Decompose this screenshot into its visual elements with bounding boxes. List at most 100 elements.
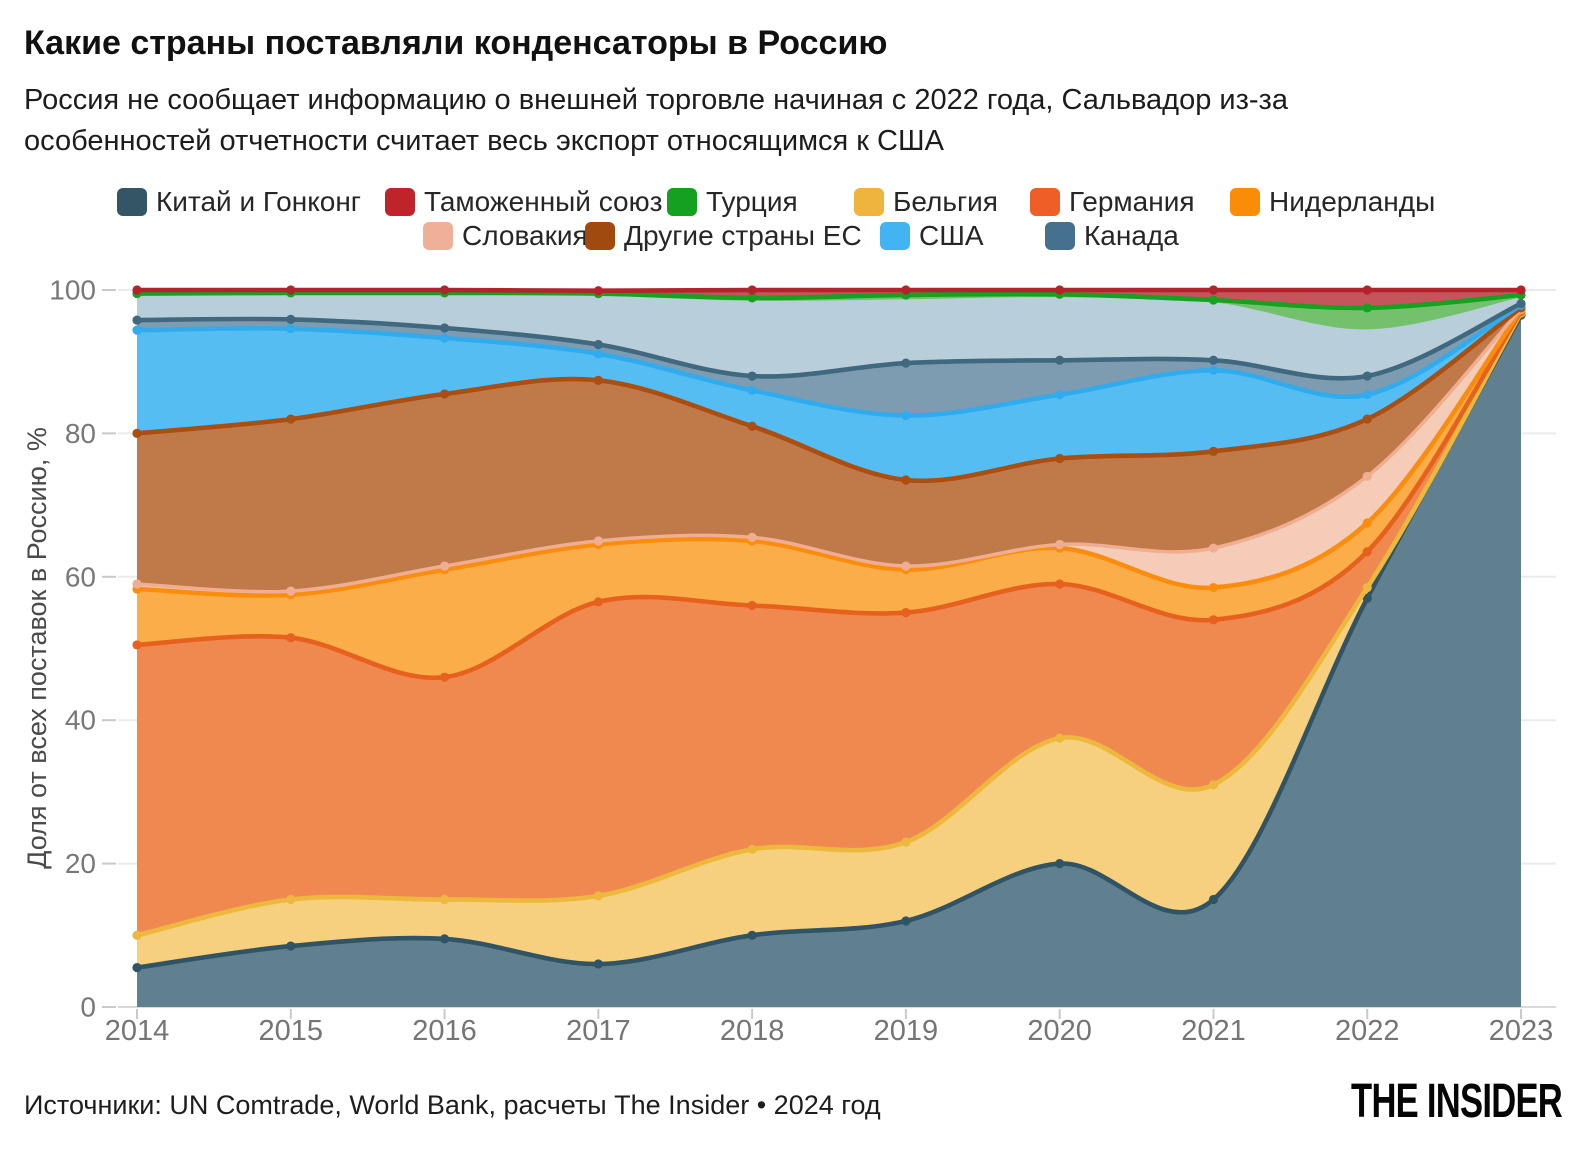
legend-item-label: Канада <box>1084 220 1179 251</box>
legend-item-таможенный-союз: Таможенный союз <box>385 186 662 218</box>
legend-swatch <box>385 188 415 216</box>
marker-slovakia-2014 <box>132 579 142 589</box>
marker-usa-2015 <box>286 324 296 334</box>
y-tick-label-60: 60 <box>65 561 96 592</box>
legend-item-label: Таможенный союз <box>424 186 663 217</box>
marker-china-2020 <box>1055 859 1065 869</box>
marker-canada-2017 <box>593 339 603 350</box>
legend-item-label: Словакия <box>462 220 588 251</box>
legend-item-label: Бельгия <box>893 186 998 217</box>
marker-turkey-2021 <box>1208 295 1219 305</box>
marker-belgium-2021 <box>1208 780 1219 790</box>
legend-item-label: Нидерланды <box>1269 186 1436 217</box>
marker-other_eu-2014 <box>132 428 142 438</box>
x-tick-label-2019: 2019 <box>874 1015 939 1047</box>
legend-item-турция: Турция <box>667 186 798 218</box>
marker-canada-2021 <box>1208 355 1219 365</box>
marker-usa-2021 <box>1208 365 1219 375</box>
marker-other_eu-2016 <box>439 389 450 399</box>
marker-other_eu-2018 <box>747 421 757 431</box>
marker-canada-2018 <box>747 371 757 381</box>
y-tick-label-20: 20 <box>65 848 96 879</box>
area-china <box>137 315 1521 1008</box>
x-tick-label-2016: 2016 <box>412 1015 477 1047</box>
legend-swatch <box>585 222 615 250</box>
line-turkey <box>134 290 1524 311</box>
marker-usa-2018 <box>747 385 757 395</box>
marker-customs_union-2016 <box>439 285 450 295</box>
legend-item-label: Другие страны ЕС <box>624 220 862 251</box>
marker-usa-2016 <box>439 333 450 343</box>
page-subtitle: Россия не сообщает информацию о внешней … <box>24 80 1288 161</box>
brand-logo: THE INSIDER <box>1351 1075 1563 1128</box>
marker-germany-2015 <box>286 633 296 643</box>
legend-swatch <box>1030 188 1060 216</box>
line-slovakia <box>135 307 1523 594</box>
marker-canada-2019 <box>901 358 911 368</box>
x-tick-label-2020: 2020 <box>1027 1015 1092 1047</box>
marker-canada-2014 <box>132 315 142 325</box>
line-customs_union <box>134 287 1524 293</box>
marker-germany-2016 <box>439 672 450 682</box>
marker-usa-2014 <box>132 325 142 335</box>
marker-other_eu-2022 <box>1362 414 1372 424</box>
marker-slovakia-2019 <box>901 561 911 571</box>
x-tick-label-2017: 2017 <box>566 1015 631 1047</box>
marker-canada-2022 <box>1362 371 1372 381</box>
legend-item-китай-и-гонконг: Китай и Гонконг <box>117 186 361 218</box>
line-canada <box>134 301 1524 381</box>
marker-other_eu-2020 <box>1055 453 1065 464</box>
legend-item-другие-страны-ес: Другие страны ЕС <box>585 220 862 252</box>
marker-germany-2021 <box>1208 615 1219 625</box>
marker-china-2016 <box>439 934 450 944</box>
marker-china-2014 <box>132 962 142 973</box>
x-tick-label-2014: 2014 <box>105 1015 170 1047</box>
marker-germany-2018 <box>747 600 757 611</box>
marker-canada-2020 <box>1055 355 1065 365</box>
x-tick-label-2022: 2022 <box>1335 1015 1400 1047</box>
legend-item-нидерланды: Нидерланды <box>1230 186 1435 218</box>
x-tick-label-2015: 2015 <box>259 1015 324 1047</box>
marker-slovakia-2015 <box>286 586 296 596</box>
marker-slovakia-2017 <box>593 536 603 546</box>
legend-item-германия: Германия <box>1030 186 1195 218</box>
legend-swatch <box>880 222 910 250</box>
legend-swatch <box>854 188 884 216</box>
legend-item-label: Германия <box>1069 186 1195 217</box>
footer-source: Источники: UN Comtrade, World Bank, расч… <box>24 1090 881 1120</box>
marker-usa-2017 <box>593 349 603 359</box>
legend-swatch <box>117 188 147 216</box>
marker-belgium-2022 <box>1362 582 1372 593</box>
y-tick-label-80: 80 <box>65 418 96 449</box>
legend-swatch <box>423 222 453 250</box>
marker-turkey-2018 <box>747 293 757 303</box>
marker-customs_union-2014 <box>132 285 142 295</box>
marker-canada-2016 <box>439 323 450 333</box>
marker-customs_union-2017 <box>593 286 603 296</box>
marker-slovakia-2020 <box>1055 539 1065 550</box>
legend-item-бельгия: Бельгия <box>854 186 998 218</box>
marker-china-2017 <box>593 959 603 969</box>
page-title: Какие страны поставляли конденсаторы в Р… <box>24 24 888 62</box>
marker-slovakia-2016 <box>439 561 450 571</box>
marker-customs_union-2023 <box>1516 285 1526 295</box>
legend-item-канада: Канада <box>1045 220 1179 252</box>
line-usa <box>134 302 1524 418</box>
legend-item-label: Китай и Гонконг <box>156 186 362 217</box>
marker-germany-2017 <box>593 597 603 607</box>
marker-china-2015 <box>286 941 296 951</box>
marker-belgium-2018 <box>747 844 757 854</box>
legend-item-сша: США <box>880 220 984 252</box>
marker-belgium-2020 <box>1055 733 1065 743</box>
area-belgium <box>137 312 1521 1007</box>
x-tick-label-2018: 2018 <box>720 1015 785 1047</box>
y-tick-label-40: 40 <box>65 705 96 736</box>
marker-germany-2019 <box>901 608 911 618</box>
marker-slovakia-2021 <box>1208 543 1219 553</box>
marker-customs_union-2020 <box>1055 285 1065 295</box>
legend-item-словакия: Словакия <box>423 220 588 252</box>
marker-other_eu-2019 <box>901 475 911 485</box>
marker-germany-2014 <box>132 640 142 650</box>
marker-other_eu-2017 <box>593 375 603 385</box>
x-tick-label-2023: 2023 <box>1489 1015 1554 1047</box>
